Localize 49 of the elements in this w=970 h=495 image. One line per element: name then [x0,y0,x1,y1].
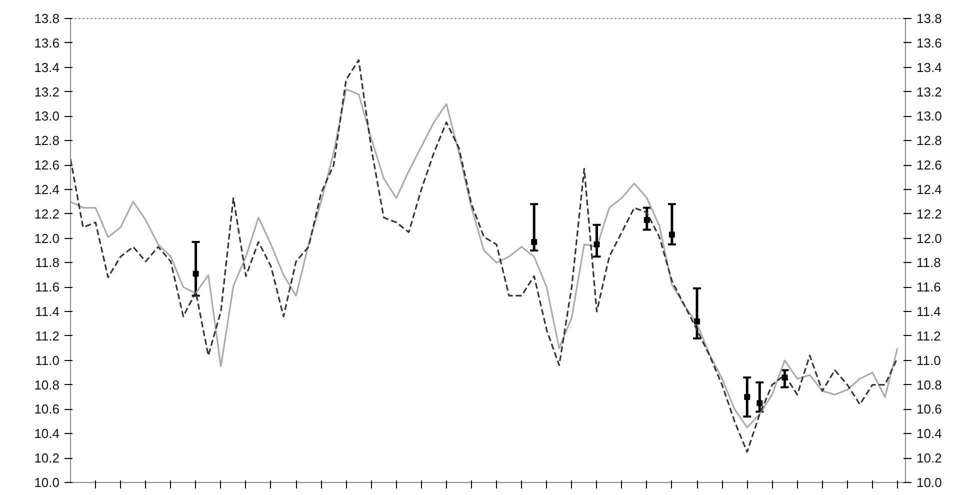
y-tick-label: 13.6 [34,35,60,50]
y2-tick-label: 12.6 [916,158,942,173]
y2-tick-label: 11.4 [916,304,941,320]
y2-tick-label: 13.8 [916,11,942,26]
y2-tick-label: 10.0 [916,475,942,490]
y-tick-label: 10.6 [34,402,60,417]
y-tick-label: 12.2 [34,206,60,222]
y2-tick-label: 10.8 [916,377,942,392]
y2-tick-label: 12.2 [916,206,942,222]
point [668,232,675,238]
y2-tick-label: 13.0 [916,108,942,124]
y2-tick-label: 13.6 [916,35,942,50]
y2-tick-label: 13.4 [916,60,942,75]
point [744,394,750,400]
point [756,400,763,406]
y-tick-label: 10.8 [34,377,60,392]
y2-tick-label: 11.2 [916,328,941,344]
y-tick-label: 12.0 [34,230,60,246]
y-tick-label: 10.0 [34,475,60,490]
y-tick-label: 12.8 [34,133,60,148]
y2-tick-label: 13.2 [916,84,942,100]
y-tick-label: 13.4 [34,60,60,75]
point [644,216,650,223]
y-tick-label: 12.6 [34,158,60,173]
y-tick-label: 11.6 [35,280,60,295]
y2-tick-label: 10.6 [916,402,942,417]
y2-tick-label: 11.8 [916,255,941,270]
y-tick-label: 11.0 [35,352,60,368]
y-tick-label: 13.2 [34,84,60,100]
y-tick-label: 13.0 [34,108,60,124]
y-tick-label: 11.4 [35,304,60,320]
y-tick-label: 10.2 [34,450,60,466]
y2-tick-label: 11.6 [916,280,941,295]
y2-tick-label: 10.4 [916,426,942,442]
point [694,318,700,324]
y-tick-label: 13.8 [34,11,60,26]
y2-tick-label: 12.4 [916,182,942,197]
y2-tick-label: 11.0 [916,352,941,368]
y2-tick-label: 10.2 [916,450,942,466]
y2-tick-label: 12.0 [916,230,942,246]
y-tick-label: 11.2 [35,328,60,344]
point [531,238,538,245]
point [594,241,600,248]
y-tick-label: 11.8 [35,255,60,270]
point [192,270,199,277]
y-tick-label: 10.4 [34,426,60,442]
y2-tick-label: 12.8 [916,133,942,148]
y-tick-label: 12.4 [34,182,60,197]
point [782,374,788,380]
